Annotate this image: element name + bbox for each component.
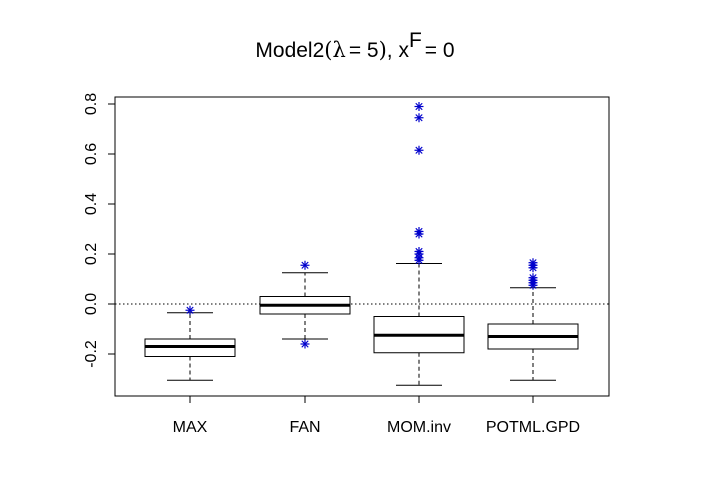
outlier-point	[414, 102, 424, 111]
y-tick-label: 0.8	[83, 93, 100, 115]
outlier-point	[528, 280, 538, 290]
title-x-equals: = 0	[425, 39, 455, 62]
outlier-stroke	[415, 114, 423, 122]
x-axis: MAX FAN MOM.inv POTML.GPD	[173, 395, 580, 436]
y-tick-label: 0.6	[83, 143, 100, 165]
x-tick-label: FAN	[289, 419, 320, 436]
x-tick-label: MOM.inv	[387, 419, 451, 436]
title-lambda-symbol: λ	[333, 38, 346, 62]
outlier-point	[414, 229, 424, 239]
box-potml-gpd	[487, 258, 579, 381]
outlier-stroke	[529, 281, 537, 289]
y-tick-label: 0.2	[83, 243, 100, 265]
outlier-point	[414, 255, 424, 265]
x-tick-label: POTML.GPD	[486, 419, 580, 436]
chart-title: Model2(λ = 5), xF = 0	[255, 29, 454, 62]
box-max	[144, 305, 236, 381]
outlier-stroke	[415, 102, 423, 111]
title-model: Model2	[255, 39, 324, 62]
outlier-stroke	[186, 306, 194, 314]
y-tick-label: -0.2	[83, 340, 100, 368]
y-tick-label: 0.0	[83, 293, 100, 315]
title-x-var: x	[398, 39, 409, 62]
outlier-point	[414, 113, 424, 123]
outlier-stroke	[529, 264, 537, 272]
y-axis: -0.2 0.0 0.2 0.4 0.6 0.8	[83, 93, 116, 368]
outlier-stroke	[415, 230, 423, 238]
box-fan	[259, 260, 351, 349]
outlier-point	[528, 263, 538, 273]
y-tick-label: 0.4	[83, 193, 100, 215]
outlier-stroke	[415, 146, 423, 154]
title-x-superscript: F	[409, 29, 422, 52]
outlier-point	[300, 260, 310, 270]
title-lambda-equals: = 5	[349, 39, 379, 62]
x-tick-label: MAX	[173, 419, 208, 436]
outlier-point	[185, 305, 195, 315]
outlier-point	[414, 145, 424, 155]
outlier-stroke	[301, 340, 309, 348]
box-mom-inv	[373, 102, 465, 386]
boxes-group	[144, 102, 579, 386]
outlier-stroke	[301, 261, 309, 269]
outlier-point	[300, 339, 310, 349]
outlier-stroke	[415, 256, 423, 264]
